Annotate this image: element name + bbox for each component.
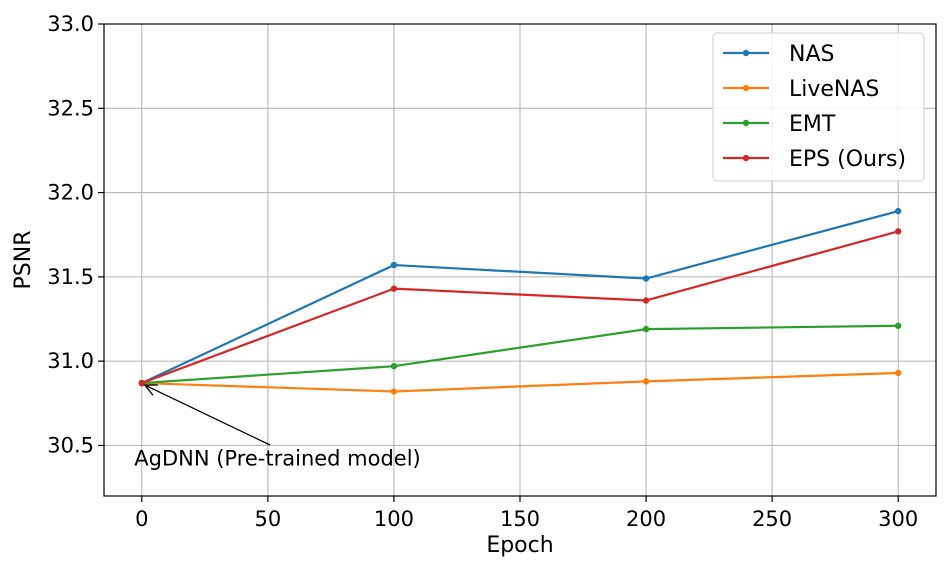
legend-label: EPS (Ours): [789, 147, 906, 172]
y-tick-label: 33.0: [47, 12, 94, 36]
axis-ticks: 0 50 100 150 200 250 300 30.5 31.0 31.5 32.0 32.5 33…: [47, 12, 918, 531]
x-tick-label: 100: [374, 507, 414, 531]
x-tick-label: 200: [626, 507, 666, 531]
series-line: [141, 230, 899, 385]
legend-label: LiveNAS: [789, 77, 879, 102]
data-point: [894, 207, 902, 215]
legend-swatch-marker: [742, 49, 750, 57]
series-line: [141, 210, 899, 385]
legend-label: NAS: [789, 42, 834, 67]
annotation-label: AgDNN (Pre-trained model): [134, 447, 421, 471]
x-tick-label: 300: [878, 507, 918, 531]
y-tick-label: 30.5: [47, 433, 94, 457]
series-line: [141, 371, 899, 393]
data-point: [894, 228, 902, 235]
legend-swatch-marker: [742, 84, 750, 92]
x-tick-label: 50: [255, 507, 282, 531]
legend-box: [712, 32, 925, 182]
annotation-arrowhead: [143, 384, 158, 396]
legend: NAS LiveNAS EMT EPS (Ours): [712, 32, 925, 182]
data-point: [138, 379, 146, 387]
legend-swatch-marker: [742, 119, 750, 127]
legend-label: EMT: [789, 112, 836, 137]
y-axis-label: PSNR: [11, 231, 36, 290]
data-point: [642, 275, 650, 282]
data-point: [390, 363, 398, 370]
series-line: [141, 324, 899, 385]
data-point: [894, 322, 902, 329]
x-tick-label: 0: [135, 507, 148, 531]
data-point: [642, 325, 650, 333]
data-point: [390, 285, 398, 292]
annotation-arrow: [144, 384, 271, 446]
x-tick-label: 150: [500, 507, 540, 531]
data-point: [642, 378, 650, 385]
y-tick-label: 31.0: [47, 349, 94, 373]
x-axis-label: Epoch: [486, 533, 553, 558]
data-point: [894, 369, 902, 377]
y-tick-label: 32.0: [47, 181, 94, 205]
annotation: AgDNN (Pre-trained model): [134, 384, 421, 471]
legend-swatch-marker: [742, 154, 750, 162]
series-layer: [138, 207, 902, 395]
y-tick-label: 31.5: [47, 265, 94, 289]
data-point: [390, 261, 398, 269]
data-point: [390, 388, 398, 395]
data-point: [642, 297, 650, 304]
y-tick-label: 32.5: [47, 96, 94, 120]
x-tick-label: 250: [752, 507, 792, 531]
